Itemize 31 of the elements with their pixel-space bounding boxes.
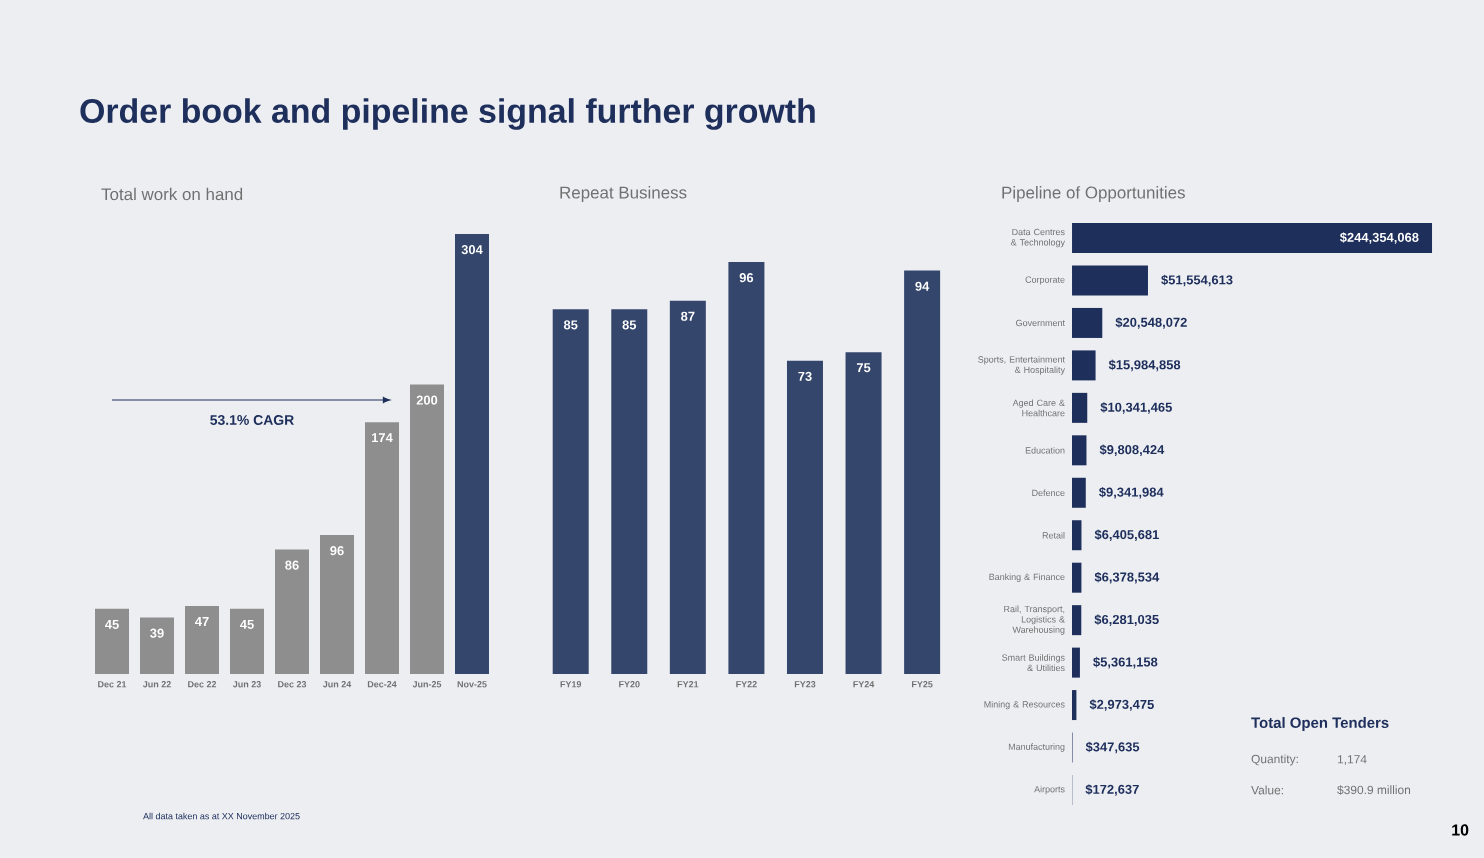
bar: [275, 549, 309, 674]
bar: [95, 608, 130, 674]
bar: [364, 422, 399, 674]
bar: [185, 605, 220, 674]
bar: [611, 309, 648, 674]
bar: [552, 309, 589, 674]
bar: [1072, 223, 1433, 254]
bar: [669, 300, 706, 674]
bar: [728, 262, 765, 674]
bar: [1072, 562, 1082, 593]
bar: [845, 352, 882, 674]
bar: [1072, 605, 1082, 636]
bar: [140, 617, 175, 674]
bar: [1072, 647, 1080, 678]
bar: [409, 384, 444, 674]
bar: [1072, 392, 1088, 423]
bar: [786, 360, 823, 674]
bar: [904, 270, 941, 674]
bar: [1072, 307, 1103, 338]
bar: [230, 608, 264, 674]
bar: [1072, 520, 1082, 551]
chart-title: Pipeline of Opportunities: [1002, 186, 1185, 202]
text: Order book and pipeline signal further growth: [80, 98, 815, 130]
bar: [1072, 350, 1096, 381]
bar: [320, 535, 354, 674]
chart-title: Repeat Business: [560, 186, 687, 202]
bar: [1072, 265, 1148, 296]
bar: [454, 233, 489, 674]
bar: [1072, 435, 1087, 466]
bar: [1072, 477, 1086, 508]
chart-title: Total work on hand: [101, 187, 243, 201]
